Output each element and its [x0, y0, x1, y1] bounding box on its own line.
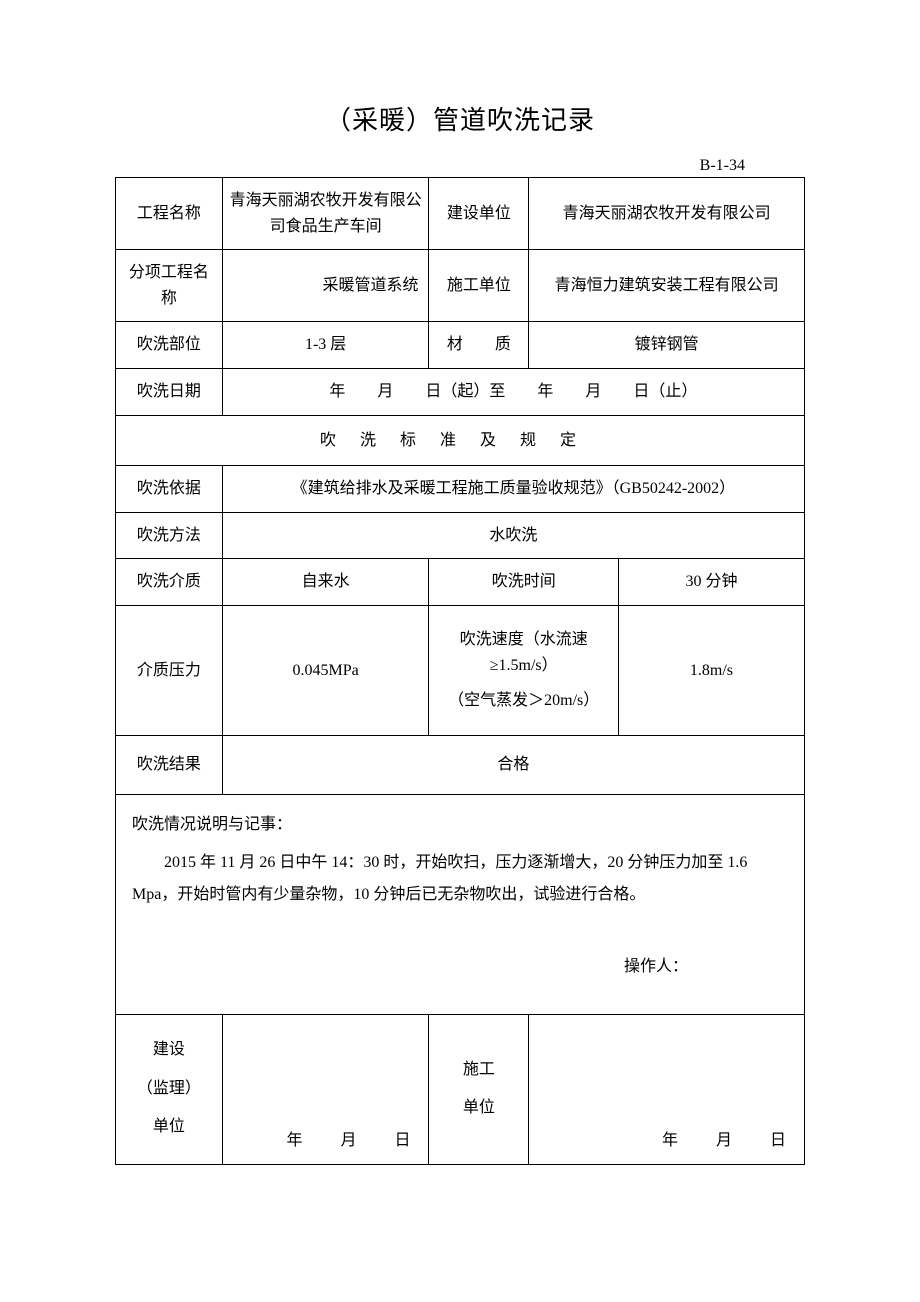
label-project-name: 工程名称 — [116, 178, 223, 250]
speed-line-1: 吹洗速度（水流速≥1.5m/s） — [435, 627, 611, 678]
speed-line-2: （空气蒸发＞20m/s） — [435, 688, 611, 714]
label-construct-unit: 施工单位 — [429, 250, 529, 322]
value-material: 镀锌钢管 — [529, 322, 805, 369]
sign-build-3: 单位 — [122, 1108, 216, 1146]
notes-cell: 吹洗情况说明与记事： 2015 年 11 月 26 日中午 14：30 时，开始… — [116, 794, 805, 1014]
label-sign-build: 建设 （监理） 单位 — [116, 1014, 223, 1164]
label-speed: 吹洗速度（水流速≥1.5m/s） （空气蒸发＞20m/s） — [429, 605, 618, 735]
value-result: 合格 — [222, 735, 804, 794]
value-medium: 自来水 — [222, 559, 429, 606]
page-title: （采暖）管道吹洗记录 — [115, 100, 805, 137]
value-blow-time: 30 分钟 — [618, 559, 804, 606]
value-sub-project: 采暖管道系统 — [222, 250, 429, 322]
label-result: 吹洗结果 — [116, 735, 223, 794]
value-method: 水吹洗 — [222, 512, 804, 559]
label-build-unit: 建设单位 — [429, 178, 529, 250]
table-row: 吹洗方法 水吹洗 — [116, 512, 805, 559]
date-text: 年 月 日 — [662, 1132, 788, 1149]
sign-construct-1: 施工 — [435, 1051, 522, 1089]
value-build-unit: 青海天丽湖农牧开发有限公司 — [529, 178, 805, 250]
date-text: 年 月 日 — [286, 1132, 412, 1149]
value-project-name: 青海天丽湖农牧开发有限公司食品生产车间 — [222, 178, 429, 250]
table-row: 建设 （监理） 单位 年 月 日 施工 单位 年 月 日 — [116, 1014, 805, 1164]
notes-label: 吹洗情况说明与记事： — [132, 809, 788, 841]
sign-construct-date: 年 月 日 — [529, 1014, 805, 1164]
table-row: 吹洗依据 《建筑给排水及采暖工程施工质量验收规范》（GB50242-2002） — [116, 466, 805, 513]
operator-label: 操作人： — [132, 951, 788, 983]
sign-build-2: （监理） — [122, 1070, 216, 1108]
label-blow-time: 吹洗时间 — [429, 559, 618, 606]
label-blow-part: 吹洗部位 — [116, 322, 223, 369]
table-row: 吹洗情况说明与记事： 2015 年 11 月 26 日中午 14：30 时，开始… — [116, 794, 805, 1014]
value-construct-unit: 青海恒力建筑安装工程有限公司 — [529, 250, 805, 322]
label-sub-project: 分项工程名称 — [116, 250, 223, 322]
sign-construct-2: 单位 — [435, 1089, 522, 1127]
label-sign-construct: 施工 单位 — [429, 1014, 529, 1164]
table-row: 吹洗结果 合格 — [116, 735, 805, 794]
table-row: 吹洗日期 年 月 日（起）至 年 月 日（止） — [116, 368, 805, 415]
record-table: 工程名称 青海天丽湖农牧开发有限公司食品生产车间 建设单位 青海天丽湖农牧开发有… — [115, 177, 805, 1165]
label-medium: 吹洗介质 — [116, 559, 223, 606]
table-row: 工程名称 青海天丽湖农牧开发有限公司食品生产车间 建设单位 青海天丽湖农牧开发有… — [116, 178, 805, 250]
sign-build-date: 年 月 日 — [222, 1014, 429, 1164]
label-material: 材 质 — [429, 322, 529, 369]
table-row: 吹洗部位 1-3 层 材 质 镀锌钢管 — [116, 322, 805, 369]
value-basis: 《建筑给排水及采暖工程施工质量验收规范》（GB50242-2002） — [222, 466, 804, 513]
label-basis: 吹洗依据 — [116, 466, 223, 513]
section-header: 吹洗标准及规定 — [116, 415, 805, 466]
value-blow-part: 1-3 层 — [222, 322, 429, 369]
label-method: 吹洗方法 — [116, 512, 223, 559]
table-row: 介质压力 0.045MPa 吹洗速度（水流速≥1.5m/s） （空气蒸发＞20m… — [116, 605, 805, 735]
table-row: 分项工程名称 采暖管道系统 施工单位 青海恒力建筑安装工程有限公司 — [116, 250, 805, 322]
label-blow-date: 吹洗日期 — [116, 368, 223, 415]
value-pressure: 0.045MPa — [222, 605, 429, 735]
label-pressure: 介质压力 — [116, 605, 223, 735]
table-row: 吹洗标准及规定 — [116, 415, 805, 466]
sign-build-1: 建设 — [122, 1031, 216, 1069]
doc-number: B-1-34 — [115, 157, 805, 175]
value-speed: 1.8m/s — [618, 605, 804, 735]
value-blow-date: 年 月 日（起）至 年 月 日（止） — [222, 368, 804, 415]
table-row: 吹洗介质 自来水 吹洗时间 30 分钟 — [116, 559, 805, 606]
notes-content: 2015 年 11 月 26 日中午 14：30 时，开始吹扫，压力逐渐增大，2… — [132, 847, 788, 911]
